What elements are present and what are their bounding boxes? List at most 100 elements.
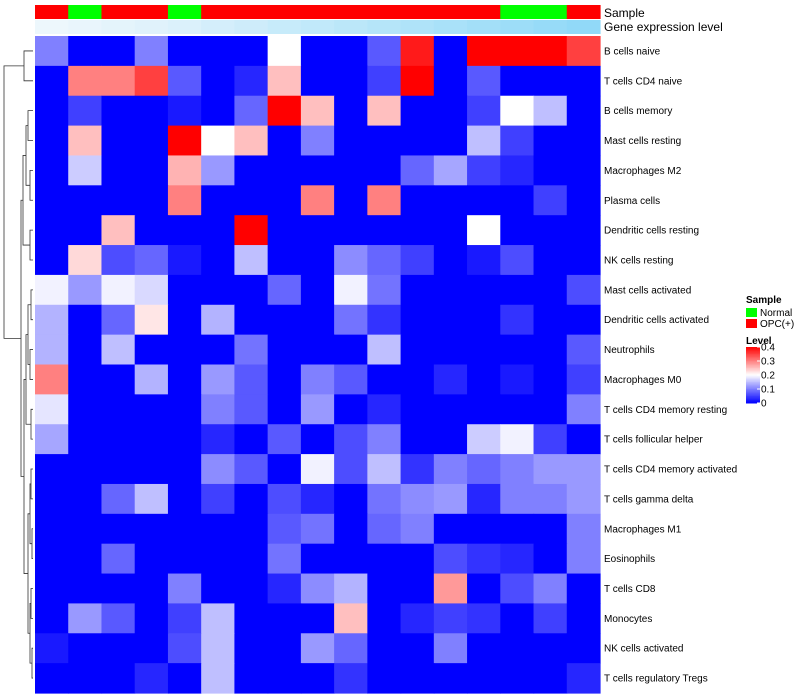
heatmap-cell	[533, 304, 568, 336]
heatmap-cell	[334, 334, 368, 366]
heatmap-cell	[35, 304, 69, 336]
heatmap-cell	[134, 245, 169, 276]
heatmap-cell	[300, 334, 335, 366]
sample-annotation-cell	[35, 5, 69, 19]
level-bar-segment	[746, 380, 760, 383]
heatmap-cell	[68, 394, 103, 425]
heatmap-cell	[201, 334, 236, 366]
heatmap-cell	[167, 633, 202, 664]
heatmap-cell	[167, 304, 202, 336]
level-bar-segment	[746, 394, 760, 397]
dendrogram-branch	[31, 528, 33, 560]
heatmap-cell	[467, 274, 501, 306]
heatmap-cell	[35, 155, 69, 186]
heatmap-cell	[467, 125, 501, 157]
heatmap-cell	[334, 215, 368, 246]
expression-annotation-cell	[566, 20, 601, 34]
heatmap-cell	[433, 155, 468, 186]
heatmap-cell	[467, 663, 501, 694]
heatmap-cell	[167, 155, 202, 186]
heatmap-cell	[400, 483, 435, 515]
heatmap-cell	[566, 394, 601, 425]
row-label: Macrophages M2	[604, 166, 682, 177]
heatmap-cell	[500, 215, 535, 246]
row-label: Neutrophils	[604, 345, 655, 356]
heatmap-cell	[267, 483, 302, 515]
heatmap-cell	[500, 543, 535, 575]
heatmap-cell	[533, 125, 568, 157]
heatmap-cell	[400, 394, 435, 425]
level-bar-segment	[746, 361, 760, 363]
heatmap-cell	[533, 215, 568, 246]
heatmap-cell	[267, 603, 302, 634]
sample-annotation-track	[35, 5, 601, 19]
expression-annotation-cell	[367, 20, 402, 34]
heatmap-cell	[234, 215, 269, 246]
heatmap-cell	[201, 215, 236, 246]
heatmap-cell	[35, 513, 69, 545]
level-bar-segment	[746, 383, 760, 386]
row-label: T cells CD4 memory activated	[604, 465, 737, 476]
dendrogram-branch	[30, 408, 33, 440]
heatmap-cell	[68, 603, 103, 634]
heatmap-cell	[334, 304, 368, 336]
heatmap-cell	[467, 155, 501, 186]
heatmap-cell	[433, 573, 468, 605]
heatmap-cells	[35, 36, 601, 694]
heatmap-cell	[68, 483, 103, 515]
heatmap-cell	[101, 663, 136, 694]
heatmap-cell	[400, 274, 435, 306]
row-label: T cells follicular helper	[604, 435, 703, 446]
heatmap-cell	[68, 543, 103, 575]
heatmap-cell	[533, 513, 568, 545]
level-bar-segment	[746, 359, 760, 362]
expression-annotation-cell	[134, 20, 169, 34]
sample-annotation-cell	[500, 5, 535, 19]
heatmap-cell	[566, 95, 601, 127]
level-bar-segment	[746, 363, 760, 366]
heatmap-cell	[234, 334, 269, 366]
heatmap-cell	[367, 155, 402, 186]
heatmap-cell	[367, 394, 402, 425]
heatmap-cell	[433, 454, 468, 485]
heatmap-cell	[367, 304, 402, 336]
heatmap-cell	[300, 125, 335, 157]
heatmap-cell	[467, 185, 501, 216]
level-bar-segment	[746, 372, 760, 375]
heatmap-cell	[101, 424, 136, 455]
heatmap-cell	[300, 424, 335, 455]
heatmap-cell	[134, 304, 169, 336]
level-bar-segment	[746, 366, 760, 369]
heatmap-cell	[500, 603, 535, 634]
level-bar-segment	[746, 391, 760, 394]
heatmap-cell	[566, 304, 601, 336]
expression-annotation-cell	[234, 20, 269, 34]
level-bar-segment	[746, 379, 760, 382]
dendrogram-branch	[27, 304, 31, 365]
heatmap-cell	[566, 513, 601, 545]
heatmap-cell	[400, 36, 435, 67]
heatmap-cell	[467, 633, 501, 664]
heatmap-cell	[201, 36, 236, 67]
heatmap-cell	[68, 95, 103, 127]
heatmap-cell	[467, 36, 501, 67]
heatmap-cell	[400, 424, 435, 455]
row-label: Monocytes	[604, 614, 652, 625]
heatmap-cell	[300, 245, 335, 276]
heatmap-cell	[300, 185, 335, 216]
heatmap-cell	[201, 274, 236, 306]
heatmap-cell	[101, 543, 136, 575]
sample-annotation-cell	[267, 5, 302, 19]
heatmap-cell	[201, 95, 236, 127]
heatmap-cell	[167, 334, 202, 366]
heatmap-cell	[201, 603, 236, 634]
heatmap-cell	[68, 424, 103, 455]
heatmap-cell	[201, 663, 236, 694]
heatmap-cell	[367, 483, 402, 515]
level-bar-segment	[746, 401, 760, 404]
level-bar-segment	[746, 352, 760, 355]
heatmap-cell	[101, 95, 136, 127]
heatmap-cell	[467, 334, 501, 366]
heatmap-cell	[500, 245, 535, 276]
heatmap-cell	[334, 394, 368, 425]
